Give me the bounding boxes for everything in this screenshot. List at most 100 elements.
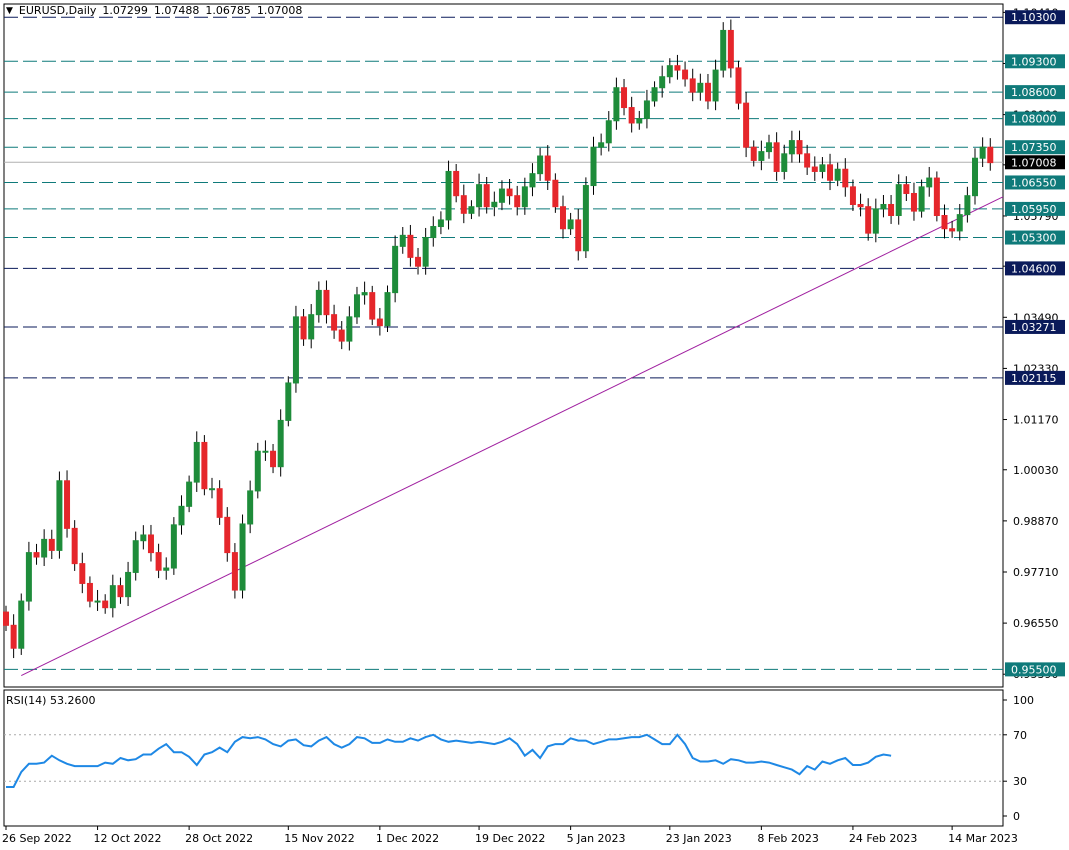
candle-bullish — [209, 488, 216, 491]
candle-bearish — [727, 29, 734, 69]
candle-bullish — [918, 186, 925, 212]
y-tick-label: 0.97710 — [1013, 566, 1059, 579]
level-tag — [1005, 10, 1065, 25]
candle-bearish — [704, 82, 711, 102]
candle-bullish — [468, 206, 475, 214]
candle-bullish — [537, 155, 544, 175]
candle-bullish — [132, 540, 139, 573]
candle-bullish — [292, 316, 299, 384]
rsi-value: 53.2600 — [49, 694, 96, 707]
candle-bullish — [315, 289, 322, 316]
level-tag — [1005, 111, 1065, 126]
candle-bullish — [697, 82, 704, 93]
candle-bullish — [430, 226, 437, 239]
rsi-panel: 100 70 30 0 — [4, 694, 1034, 823]
candle-bearish — [796, 140, 803, 155]
candle-bullish — [872, 208, 879, 234]
candle-bullish — [18, 600, 25, 649]
candle-bullish — [346, 316, 353, 342]
level-tag — [1005, 140, 1065, 155]
price-axis: 1.104101.092501.080901.069501.057901.046… — [1003, 6, 1065, 681]
candle-bullish — [788, 140, 795, 155]
candle-bearish — [735, 67, 742, 104]
level-tag-label: 1.05950 — [1011, 203, 1057, 216]
candle-bullish — [964, 195, 971, 216]
candles-layer — [3, 19, 994, 659]
candle-bullish — [895, 184, 902, 217]
candle-bearish — [506, 188, 513, 197]
candle-bearish — [201, 441, 208, 490]
candle-bullish — [178, 505, 185, 526]
candle-bearish — [460, 195, 467, 214]
candle-bullish — [193, 441, 200, 483]
candle-bearish — [865, 206, 872, 234]
x-tick-label: 15 Nov 2022 — [284, 832, 354, 845]
candle-bearish — [155, 552, 162, 571]
candle-bullish — [285, 382, 292, 421]
candle-bullish — [186, 481, 193, 507]
candle-bullish — [56, 480, 63, 551]
candle-bearish — [453, 170, 460, 197]
price-pane-border — [3, 3, 1004, 688]
candle-bearish — [544, 155, 551, 181]
candle-bearish — [33, 552, 40, 558]
candle-bearish — [514, 195, 521, 208]
candle-bullish — [163, 567, 170, 571]
level-tag — [1005, 662, 1065, 677]
candle-bearish — [682, 69, 689, 80]
support-trendline — [21, 196, 1004, 676]
candle-bullish — [109, 585, 116, 609]
candle-bullish — [399, 234, 406, 247]
candle-bullish — [254, 450, 261, 492]
level-tag-label: 1.05300 — [1011, 232, 1057, 245]
candle-bearish — [376, 318, 383, 327]
y-tick-label: 1.00030 — [1013, 464, 1059, 477]
level-tag — [1005, 319, 1065, 334]
rsi-pane-border — [3, 689, 1004, 827]
x-tick-label: 24 Feb 2023 — [849, 832, 917, 845]
level-tag-label: 0.95500 — [1011, 663, 1057, 676]
level-tag — [1005, 230, 1065, 245]
x-tick-label: 5 Jan 2023 — [567, 832, 626, 845]
level-tag-label: 1.08600 — [1011, 86, 1057, 99]
candle-bullish — [422, 237, 429, 267]
candle-bearish — [79, 563, 86, 584]
candle-bearish — [857, 203, 864, 208]
candle-bullish — [476, 184, 483, 208]
candle-bearish — [674, 65, 681, 71]
candle-bearish — [910, 192, 917, 212]
candle-bearish — [86, 582, 93, 602]
candle-bearish — [300, 316, 307, 340]
candle-bullish — [636, 118, 643, 124]
candle-bearish — [48, 538, 55, 551]
candle-bullish — [25, 552, 32, 602]
level-tag — [1005, 54, 1065, 69]
chart-dropdown-icon[interactable]: ▼ — [6, 5, 13, 16]
rsi-tick-label: 70 — [1013, 729, 1027, 742]
x-tick-label: 26 Sep 2022 — [2, 832, 72, 845]
candle-bullish — [781, 153, 788, 172]
candle-bullish — [94, 600, 101, 603]
candle-bearish — [102, 600, 109, 609]
candle-bearish — [216, 488, 223, 518]
candle-bearish — [750, 146, 757, 161]
candle-bearish — [933, 177, 940, 217]
rsi-tick-label: 30 — [1013, 775, 1027, 788]
candle-bullish — [521, 186, 528, 208]
level-tag-label: 1.06550 — [1011, 176, 1057, 189]
x-tick-label: 12 Oct 2022 — [94, 832, 162, 845]
chart-frame — [3, 3, 1004, 827]
candle-bullish — [582, 185, 589, 252]
horizontal-levels — [4, 16, 1003, 670]
candle-bearish — [842, 168, 849, 188]
candle-bullish — [247, 490, 254, 525]
candle-bullish — [598, 142, 605, 148]
candle-bearish — [743, 102, 750, 148]
candle-bullish — [766, 142, 772, 153]
candle-bullish — [125, 571, 132, 598]
candle-bullish — [956, 214, 963, 232]
open-value: 1.07299 — [102, 4, 148, 17]
x-tick-label: 14 Mar 2023 — [948, 832, 1018, 845]
level-tag-label: 1.09300 — [1011, 55, 1057, 68]
